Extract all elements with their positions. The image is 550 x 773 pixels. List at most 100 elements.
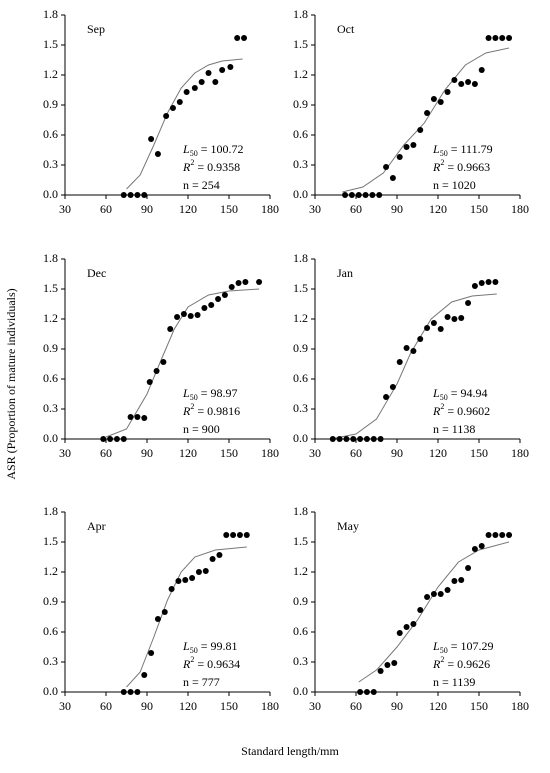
- fitted-curve: [126, 546, 247, 688]
- y-tick-label: 1.8: [293, 251, 308, 265]
- annotation-part: R: [182, 657, 191, 671]
- data-point: [465, 79, 472, 85]
- y-tick-label: 0.0: [293, 684, 308, 698]
- data-point: [417, 336, 424, 342]
- x-tick-label: 180: [261, 202, 279, 216]
- data-point: [191, 85, 198, 91]
- x-tick-label: 90: [391, 699, 403, 713]
- fitted-curve: [335, 293, 497, 439]
- data-point: [167, 326, 174, 332]
- annotation: L50 = 100.72: [182, 142, 243, 159]
- data-point: [120, 436, 127, 442]
- annotation-part: = 98.97: [198, 386, 238, 400]
- x-tick-label: 90: [141, 446, 153, 460]
- data-point: [168, 586, 175, 592]
- annotation: n = 777: [183, 675, 220, 689]
- x-tick-label: 30: [59, 699, 71, 713]
- x-tick-label: 120: [179, 202, 197, 216]
- y-tick-label: 0.9: [43, 97, 58, 111]
- data-point: [430, 591, 437, 597]
- data-point: [153, 368, 160, 374]
- data-point: [357, 436, 364, 442]
- annotation-part: 50: [190, 149, 198, 158]
- y-tick-label: 1.2: [293, 67, 308, 81]
- data-point: [403, 624, 410, 630]
- x-tick-label: 30: [309, 699, 321, 713]
- x-tick-label: 60: [350, 202, 362, 216]
- annotation-part: 2: [190, 655, 194, 664]
- data-point: [465, 565, 472, 571]
- y-tick-label: 0.9: [293, 97, 308, 111]
- annotation-part: n = 1138: [433, 422, 475, 436]
- annotation: n = 900: [183, 422, 220, 436]
- y-tick-label: 0.3: [43, 401, 58, 415]
- panel-title: Oct: [337, 22, 355, 36]
- data-point: [396, 154, 403, 160]
- data-point: [120, 689, 127, 695]
- data-point: [148, 136, 155, 142]
- x-tick-label: 150: [220, 446, 238, 460]
- x-tick-label: 60: [100, 202, 112, 216]
- annotation-part: = 107.29: [448, 639, 494, 653]
- x-tick-label: 90: [141, 202, 153, 216]
- data-point: [161, 609, 168, 615]
- annotation-part: 50: [440, 393, 448, 402]
- annotation-part: 2: [440, 655, 444, 664]
- x-tick-label: 60: [100, 699, 112, 713]
- data-point: [163, 113, 170, 119]
- data-point: [376, 192, 383, 198]
- annotation-part: 50: [440, 646, 448, 655]
- data-point: [134, 689, 141, 695]
- y-tick-label: 0.6: [293, 127, 308, 141]
- data-point: [154, 616, 161, 622]
- data-point: [410, 142, 417, 148]
- data-point: [241, 35, 248, 41]
- data-point: [120, 192, 127, 198]
- data-point: [141, 672, 148, 678]
- annotation-part: n = 1020: [433, 178, 476, 192]
- x-tick-label: 180: [261, 699, 279, 713]
- data-point: [471, 283, 478, 289]
- data-point: [228, 284, 235, 290]
- data-point: [430, 320, 437, 326]
- annotation-part: L: [432, 639, 440, 653]
- y-tick-label: 0.6: [43, 624, 58, 638]
- data-point: [235, 280, 242, 286]
- data-point: [471, 81, 478, 87]
- y-tick-label: 0.0: [293, 187, 308, 201]
- x-tick-label: 120: [429, 202, 447, 216]
- y-tick-label: 0.9: [293, 594, 308, 608]
- data-point: [209, 556, 216, 562]
- data-point: [391, 660, 398, 666]
- data-point: [451, 316, 458, 322]
- data-point: [127, 689, 134, 695]
- annotation-part: = 0.9663: [444, 160, 490, 174]
- annotation-part: = 100.72: [198, 142, 244, 156]
- x-tick-label: 180: [511, 202, 529, 216]
- x-tick-label: 60: [350, 446, 362, 460]
- data-point: [451, 77, 458, 83]
- data-point: [187, 313, 194, 319]
- annotation-part: = 0.9634: [194, 657, 240, 671]
- data-point: [175, 578, 182, 584]
- y-tick-label: 1.8: [293, 504, 308, 518]
- x-tick-label: 180: [261, 446, 279, 460]
- data-point: [148, 650, 155, 656]
- x-tick-label: 30: [309, 446, 321, 460]
- x-tick-label: 180: [511, 699, 529, 713]
- x-tick-label: 120: [429, 699, 447, 713]
- data-point: [485, 532, 492, 538]
- panel-title: Sep: [87, 22, 105, 36]
- x-tick-label: 150: [470, 446, 488, 460]
- y-tick-label: 1.5: [43, 534, 58, 548]
- data-point: [389, 384, 396, 390]
- data-point: [127, 414, 134, 420]
- y-tick-label: 0.3: [293, 654, 308, 668]
- data-point: [141, 192, 148, 198]
- x-tick-label: 180: [511, 446, 529, 460]
- data-point: [127, 192, 134, 198]
- y-tick-label: 1.2: [43, 67, 58, 81]
- data-point: [506, 35, 513, 41]
- y-tick-label: 1.5: [293, 534, 308, 548]
- annotation: R2 = 0.9358: [182, 158, 240, 173]
